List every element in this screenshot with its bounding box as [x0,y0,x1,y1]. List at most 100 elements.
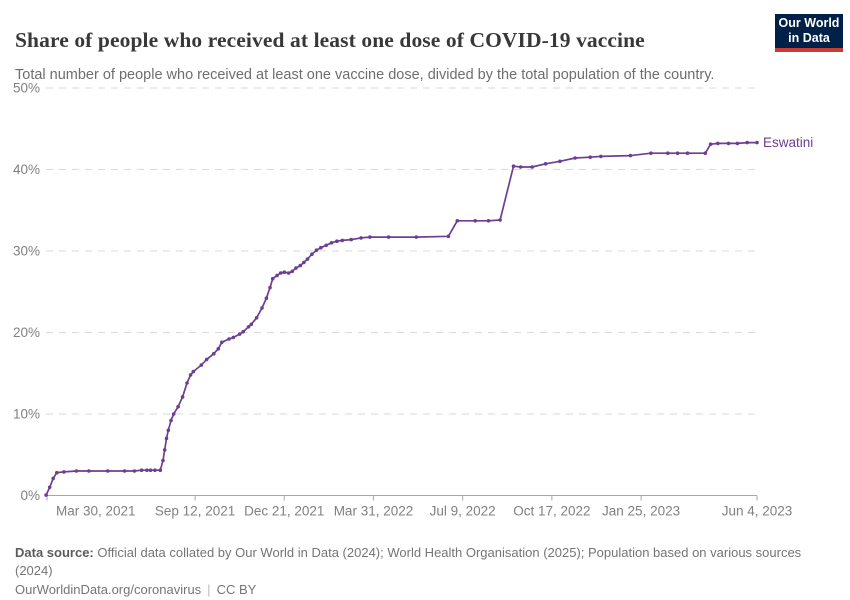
data-point[interactable] [153,468,157,473]
data-point[interactable] [164,436,169,441]
data-point[interactable] [241,329,245,334]
data-point[interactable] [329,241,334,245]
data-point[interactable] [628,153,633,158]
data-point[interactable] [518,165,523,169]
data-point[interactable] [573,156,577,160]
data-point[interactable] [726,141,731,146]
owid-logo[interactable]: Our World in Data [775,14,843,52]
data-point[interactable] [139,468,144,473]
data-point[interactable] [188,373,193,377]
data-point[interactable] [290,269,295,274]
license-label: CC BY [216,582,257,597]
footer-datasource: Data source: Official data collated by O… [15,544,821,581]
data-point[interactable] [302,260,306,265]
chart-canvas[interactable]: 0% 10% 20% 30% 40% 50% Mar 30, 2021 Sep 12, 202… [0,75,850,530]
data-point[interactable] [588,155,592,159]
data-point[interactable] [47,485,52,490]
data-point[interactable] [324,243,329,248]
data-point[interactable] [511,164,516,168]
data-point[interactable] [666,151,670,155]
data-point[interactable] [162,448,167,452]
data-point[interactable] [599,154,603,159]
x-tick-label: Jan 25, 2023 [602,504,680,519]
data-point[interactable] [755,140,759,145]
page-title: Share of people who received at least on… [15,28,645,53]
data-point[interactable] [145,468,149,473]
data-point[interactable] [543,162,548,166]
data-point[interactable] [359,236,363,240]
data-point[interactable] [122,469,127,473]
x-tick-label: Mar 30, 2021 [56,504,136,519]
data-point[interactable] [703,151,708,155]
data-point[interactable] [249,322,254,327]
data-point[interactable] [386,235,391,239]
data-point[interactable] [649,151,653,155]
data-point[interactable] [558,159,562,164]
data-point[interactable] [735,141,740,146]
data-point[interactable] [530,165,534,169]
data-point[interactable] [204,357,209,362]
data-point[interactable] [685,151,690,155]
data-point[interactable] [298,263,303,268]
data-point[interactable] [368,235,372,239]
data-point[interactable] [314,248,319,252]
data-point[interactable] [227,337,231,341]
data-point[interactable] [294,266,298,270]
data-point[interactable] [212,351,216,356]
data-point[interactable] [340,238,345,243]
data-point[interactable] [62,470,66,474]
data-point[interactable] [282,270,287,274]
data-point[interactable] [310,252,314,256]
data-point[interactable] [675,151,680,155]
data-point[interactable] [270,276,275,281]
data-point[interactable] [246,325,251,329]
data-point[interactable] [220,340,224,345]
data-point[interactable] [44,493,48,497]
data-point[interactable] [708,142,713,146]
data-point[interactable] [87,469,91,473]
data-point[interactable] [278,271,283,275]
data-point[interactable] [414,235,419,239]
data-point[interactable] [169,418,173,423]
data-point[interactable] [161,458,165,463]
data-point[interactable] [455,219,460,223]
data-point[interactable] [268,285,272,290]
data-point[interactable] [74,469,79,473]
data-point[interactable] [264,296,269,300]
data-point[interactable] [176,404,180,409]
data-point[interactable] [216,347,221,351]
data-point[interactable] [51,476,55,481]
data-point[interactable] [185,381,189,385]
data-point[interactable] [199,363,204,367]
entity-label[interactable]: Eswatini [763,135,813,150]
data-point[interactable] [132,469,137,473]
data-point[interactable] [180,395,185,399]
data-point[interactable] [55,470,59,475]
data-point[interactable] [260,306,264,310]
data-point[interactable] [171,412,176,416]
data-point[interactable] [231,335,236,340]
data-point[interactable] [105,469,110,473]
line-chart[interactable]: 0% 10% 20% 30% 40% 50% Mar 30, 2021 Sep 12, 202… [0,75,850,530]
data-point[interactable] [335,239,339,243]
data-line-eswatini[interactable] [45,141,758,496]
data-point[interactable] [498,218,502,222]
data-point[interactable] [158,468,163,473]
data-point[interactable] [319,245,323,250]
data-point[interactable] [349,237,354,242]
data-point[interactable] [254,316,259,320]
data-point[interactable] [305,257,310,261]
owid-url-link[interactable]: OurWorldinData.org/coronavirus [15,582,202,597]
data-point[interactable] [486,219,491,223]
data-point[interactable] [446,234,451,239]
data-point[interactable] [745,140,749,145]
data-point[interactable] [237,332,242,336]
data-point[interactable] [148,468,153,473]
data-point[interactable] [473,219,478,223]
data-point[interactable] [191,369,196,374]
data-point[interactable] [286,271,291,275]
data-point[interactable] [275,273,279,278]
data-points [44,140,759,497]
data-point[interactable] [716,141,720,146]
data-point[interactable] [166,428,171,433]
